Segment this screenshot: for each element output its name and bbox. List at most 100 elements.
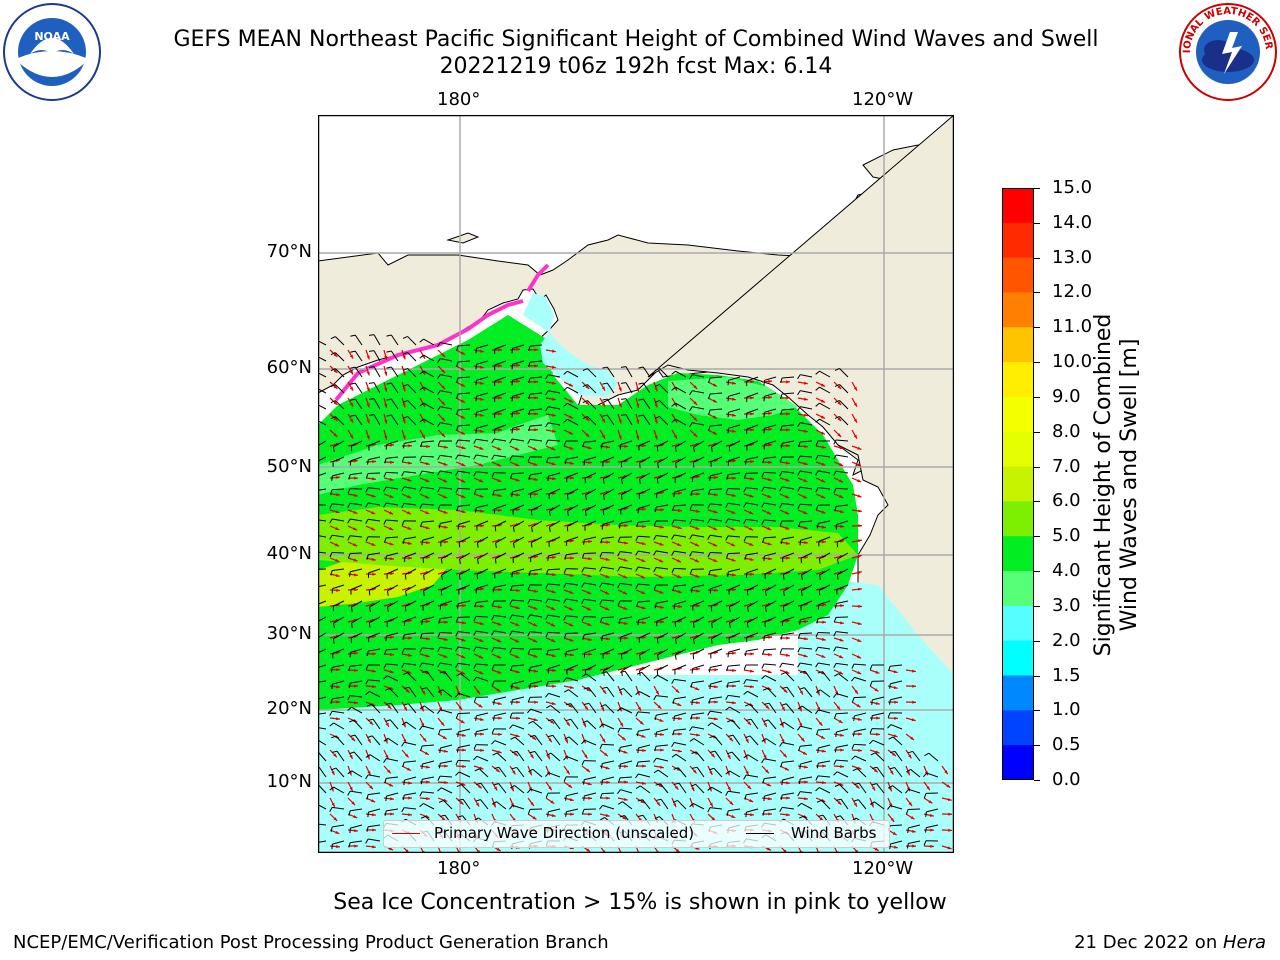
wind-barb [606, 366, 615, 378]
wind-barb [839, 784, 849, 794]
wind-barb [659, 368, 669, 378]
wind-barb [781, 376, 795, 379]
wind-barb-flag [528, 345, 531, 352]
wave-arrow-head [462, 621, 466, 625]
wind-barb [336, 750, 345, 762]
wind-barb [332, 472, 345, 477]
wave-arrow-head [530, 754, 534, 759]
wind-barb-flag [853, 715, 855, 721]
wave-arrow-head [714, 700, 718, 704]
wind-barb [678, 782, 687, 794]
wave-arrow-head [821, 510, 826, 514]
wave-arrow-head [803, 381, 808, 385]
wind-barb-flag [653, 695, 657, 701]
wind-barb-flag [491, 680, 495, 687]
wind-barb [475, 663, 489, 666]
wind-barb-flag [617, 566, 621, 572]
wave-arrow-head [551, 638, 556, 642]
wave-arrow-head [534, 684, 538, 688]
wind-barb [494, 615, 507, 618]
wind-barb [710, 392, 723, 395]
wind-barb [728, 424, 741, 429]
wave-arrow-head [750, 813, 754, 817]
wind-barb [693, 616, 705, 624]
wind-barb [764, 568, 777, 575]
wind-barb [494, 344, 507, 350]
wave-arrow-head [534, 412, 538, 416]
wind-barb-flag [347, 535, 351, 541]
wave-arrow-head [587, 446, 592, 450]
wind-barb [765, 675, 777, 682]
wind-barb-flag [870, 752, 876, 756]
wind-barb-flag [491, 647, 495, 653]
wind-barb [350, 648, 363, 653]
wind-barb [333, 786, 345, 794]
wind-barb [566, 677, 579, 682]
wind-barb [638, 566, 651, 570]
wind-barb [386, 792, 399, 797]
wave-arrow-head [799, 690, 803, 695]
wind-barb-flag [583, 779, 585, 785]
wind-barb [333, 616, 345, 624]
wind-barb-flag [711, 622, 713, 629]
wind-barb [746, 456, 759, 461]
wind-barb-flag [419, 705, 425, 709]
wave-arrow-head [800, 737, 805, 742]
wave-arrow-head [659, 542, 664, 546]
colorbar-label: Significant Height of Combined Wind Wave… [1091, 314, 1143, 657]
wind-barb-flag [419, 370, 424, 375]
wave-arrow-head [426, 541, 430, 545]
wind-barb-flag [765, 590, 767, 596]
wind-barb [657, 648, 669, 656]
wave-arrow-head [910, 815, 915, 820]
wind-barb-flag [690, 490, 693, 496]
wave-arrow-head [888, 787, 892, 792]
wind-barb [818, 744, 831, 749]
wind-barb [368, 487, 381, 490]
colorbar-tick-mark [1034, 431, 1040, 433]
wave-arrow-head [444, 540, 448, 544]
wave-arrow-head [551, 653, 556, 658]
wave-arrow-head [786, 556, 790, 560]
wave-arrow-head [768, 557, 772, 561]
wind-barb [441, 568, 453, 576]
wave-arrow-head [585, 433, 590, 437]
wave-arrow-head [839, 479, 844, 483]
wind-barb [566, 536, 579, 542]
wind-barb [674, 712, 687, 717]
wind-barb-flag [815, 689, 821, 693]
wind-barb-flag [437, 455, 441, 461]
wave-arrow-head [768, 571, 772, 576]
wave-arrow-head [438, 691, 442, 696]
wind-barb [584, 648, 597, 654]
wind-barb [638, 550, 651, 554]
wind-barb-flag [638, 366, 644, 369]
wave-arrow-head [390, 635, 394, 639]
wind-barb [552, 719, 561, 730]
wave-arrow-head [478, 704, 483, 708]
wind-barb-flag [348, 682, 351, 689]
wind-barb-flag [402, 538, 405, 545]
wind-barb-flag [869, 664, 873, 670]
wind-barb [890, 696, 903, 701]
wind-barb [746, 440, 759, 446]
wind-barb-flag [475, 731, 477, 737]
wind-barb-flag [689, 406, 693, 412]
wind-barb [710, 518, 723, 522]
wind-barb [512, 630, 525, 634]
wind-barb [728, 694, 741, 698]
wave-arrow-head [586, 687, 591, 692]
wind-barb-flag [620, 494, 623, 500]
wind-barb-flag [727, 571, 729, 577]
wind-barb-flag [367, 735, 373, 738]
wind-barb-flag [743, 473, 747, 479]
wind-barb [548, 808, 561, 813]
wind-barb-flag [491, 615, 495, 621]
wind-barb-flag [366, 794, 369, 800]
wave-arrow-head [426, 444, 430, 448]
wind-barb-flag [437, 787, 442, 792]
wind-barb-flag [797, 647, 801, 653]
wave-arrow-head [911, 669, 916, 673]
wind-barb-flag [368, 398, 375, 400]
wind-barb [458, 646, 471, 650]
